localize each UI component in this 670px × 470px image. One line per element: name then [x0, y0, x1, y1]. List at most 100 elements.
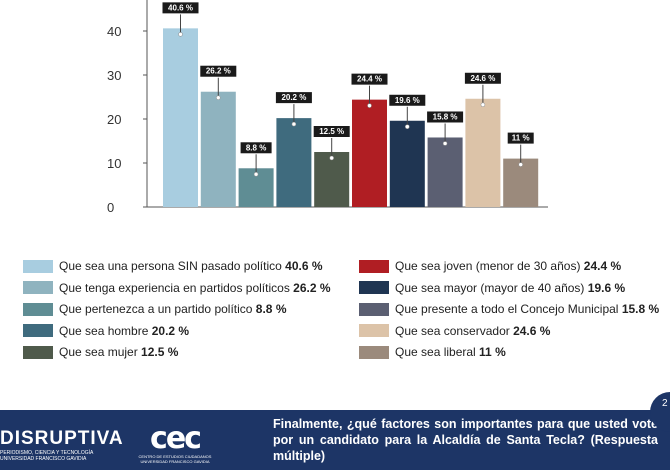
legend-value: 19.6 %	[587, 280, 626, 295]
legend-label: Que pertenezca a un partido político 8.8…	[59, 302, 286, 316]
cec-logo-text: cec	[150, 421, 202, 456]
legend-category: Que sea mayor (mayor de 40 años)	[395, 280, 588, 295]
y-tick-label: 30	[107, 68, 121, 83]
data-label-box	[389, 94, 426, 106]
legend-swatch	[359, 281, 389, 294]
legend-item: Que sea joven (menor de 30 años) 24.4 %	[359, 259, 621, 273]
legend-item: Que pertenezca a un partido político 8.8…	[23, 302, 286, 316]
legend-category: Que pertenezca a un partido político	[59, 302, 256, 316]
legend-swatch	[359, 324, 389, 337]
legend-label: Que sea conservador 24.6 %	[395, 324, 550, 338]
data-label: 15.8 %	[433, 112, 458, 121]
legend-swatch	[23, 324, 53, 337]
legend-item: Que sea conservador 24.6 %	[359, 324, 550, 338]
legend-value: 15.8 %	[621, 302, 660, 316]
legend-label: Que sea hombre 20.2 %	[59, 324, 189, 338]
data-point-dot	[253, 172, 259, 177]
data-point-dot	[405, 124, 410, 130]
bar	[427, 137, 463, 207]
data-label: 26.2 %	[206, 67, 231, 76]
data-label: 24.6 %	[470, 74, 495, 83]
legend-item: Que tenga experiencia en partidos políti…	[23, 281, 331, 295]
y-tick-label: 40	[107, 24, 121, 39]
disruptiva-tagline: PERIODISMO, CIENCIA Y TECNOLOGÍA	[0, 450, 94, 456]
data-label-box	[162, 2, 199, 14]
data-label-box	[507, 132, 534, 144]
y-tick-label: 20	[107, 112, 121, 127]
bar	[389, 120, 425, 207]
page-corner-number: 2	[662, 398, 668, 409]
data-point-dot	[329, 155, 334, 161]
cec-logo: cec CENTRO DE ESTUDIOS CIUDADANOS UNIVER…	[120, 421, 230, 465]
legend-category: Que sea hombre	[59, 323, 152, 338]
y-tick-label: 0	[107, 200, 114, 215]
legend-label: Que sea una persona SIN pasado político …	[59, 259, 323, 273]
legend-item: Que sea liberal 11 %	[359, 345, 506, 359]
legend-swatch	[359, 345, 389, 359]
legend-value: 12.5 %	[141, 345, 179, 359]
data-label: 8.8 %	[246, 143, 266, 152]
legend-value: 40.6 %	[285, 259, 323, 273]
legend-category: Que sea liberal	[395, 345, 480, 359]
disruptiva-logo-text: DISRUPTIVA	[0, 428, 124, 449]
legend-swatch	[359, 302, 389, 316]
legend-item: Que presente a todo el Concejo Municipal…	[359, 302, 659, 316]
data-point-dot	[367, 103, 372, 108]
bar	[352, 99, 387, 207]
legend-label: Que sea mujer 12.5 %	[59, 345, 178, 359]
legend-category: Que sea mujer	[59, 345, 142, 359]
data-point-dot	[442, 141, 448, 146]
disruptiva-university: UNIVERSIDAD FRANCISCO GAVIDIA	[0, 456, 87, 462]
legend-category: Que presente a todo el Concejo Municipal	[395, 302, 622, 316]
legend-item: Que sea hombre 20.2 %	[23, 324, 189, 338]
legend-swatch	[23, 259, 53, 273]
legend-label: Que sea liberal 11 %	[395, 345, 506, 359]
page-corner-badge: 2	[650, 392, 670, 432]
data-label-box	[200, 65, 237, 77]
legend-category: Que sea una persona SIN pasado político	[59, 259, 286, 273]
cec-university: UNIVERSIDAD FRANCISCO GAVIDIA	[140, 459, 210, 464]
data-point-dot	[216, 95, 221, 100]
legend-label: Que presente a todo el Concejo Municipal…	[395, 302, 659, 316]
legend-value: 8.8 %	[255, 302, 287, 316]
legend-value: 26.2 %	[293, 280, 331, 295]
legend-swatch	[23, 281, 53, 294]
legend-label: Que sea joven (menor de 30 años) 24.4 %	[395, 259, 621, 273]
data-point-dot	[178, 32, 183, 37]
legend-value: 20.2 %	[151, 323, 190, 338]
bar	[163, 28, 198, 207]
y-tick-label: 10	[107, 156, 121, 171]
legend-label: Que sea mayor (mayor de 40 años) 19.6 %	[395, 281, 625, 295]
data-label-box	[464, 72, 501, 84]
data-label: 40.6 %	[168, 3, 193, 12]
legend-label: Que tenga experiencia en partidos políti…	[59, 281, 331, 295]
data-label-box	[240, 142, 272, 154]
data-label: 11 %	[512, 134, 530, 143]
data-label-box	[351, 73, 388, 85]
legend-value: 24.4 %	[583, 259, 622, 273]
bar	[200, 91, 236, 207]
bar	[314, 152, 350, 207]
legend-swatch	[23, 345, 53, 359]
bar-chart: 0 10 20 30 40 40.6 % 26.2 % 8.8 % 20.2 % 12.5 % 2…	[107, 0, 548, 215]
data-label-box	[313, 126, 350, 137]
data-label: 19.6 %	[395, 96, 420, 105]
legend-value: 24.6 %	[513, 323, 551, 338]
data-label-box	[427, 111, 464, 123]
legend-swatch	[359, 259, 389, 273]
bar	[276, 118, 312, 207]
data-label: 24.4 %	[357, 75, 382, 84]
legend-category: Que sea conservador	[395, 323, 514, 338]
legend-item: Que sea mujer 12.5 %	[23, 345, 178, 359]
data-point-dot	[291, 121, 297, 127]
data-label-box	[275, 92, 312, 104]
legend-category: Que tenga experiencia en partidos políti…	[59, 280, 294, 295]
legend-category: Que sea joven (menor de 30 años)	[395, 259, 584, 273]
bars-group: 40.6 % 26.2 % 8.8 % 20.2 % 12.5 % 24.4 % 19.6 …	[162, 2, 539, 207]
legend-value: 11 %	[479, 345, 506, 359]
data-label: 12.5 %	[319, 127, 344, 136]
footer-bar	[0, 410, 670, 470]
bar	[465, 98, 501, 207]
data-label: 20.2 %	[281, 93, 306, 102]
data-point-dot	[518, 162, 523, 167]
